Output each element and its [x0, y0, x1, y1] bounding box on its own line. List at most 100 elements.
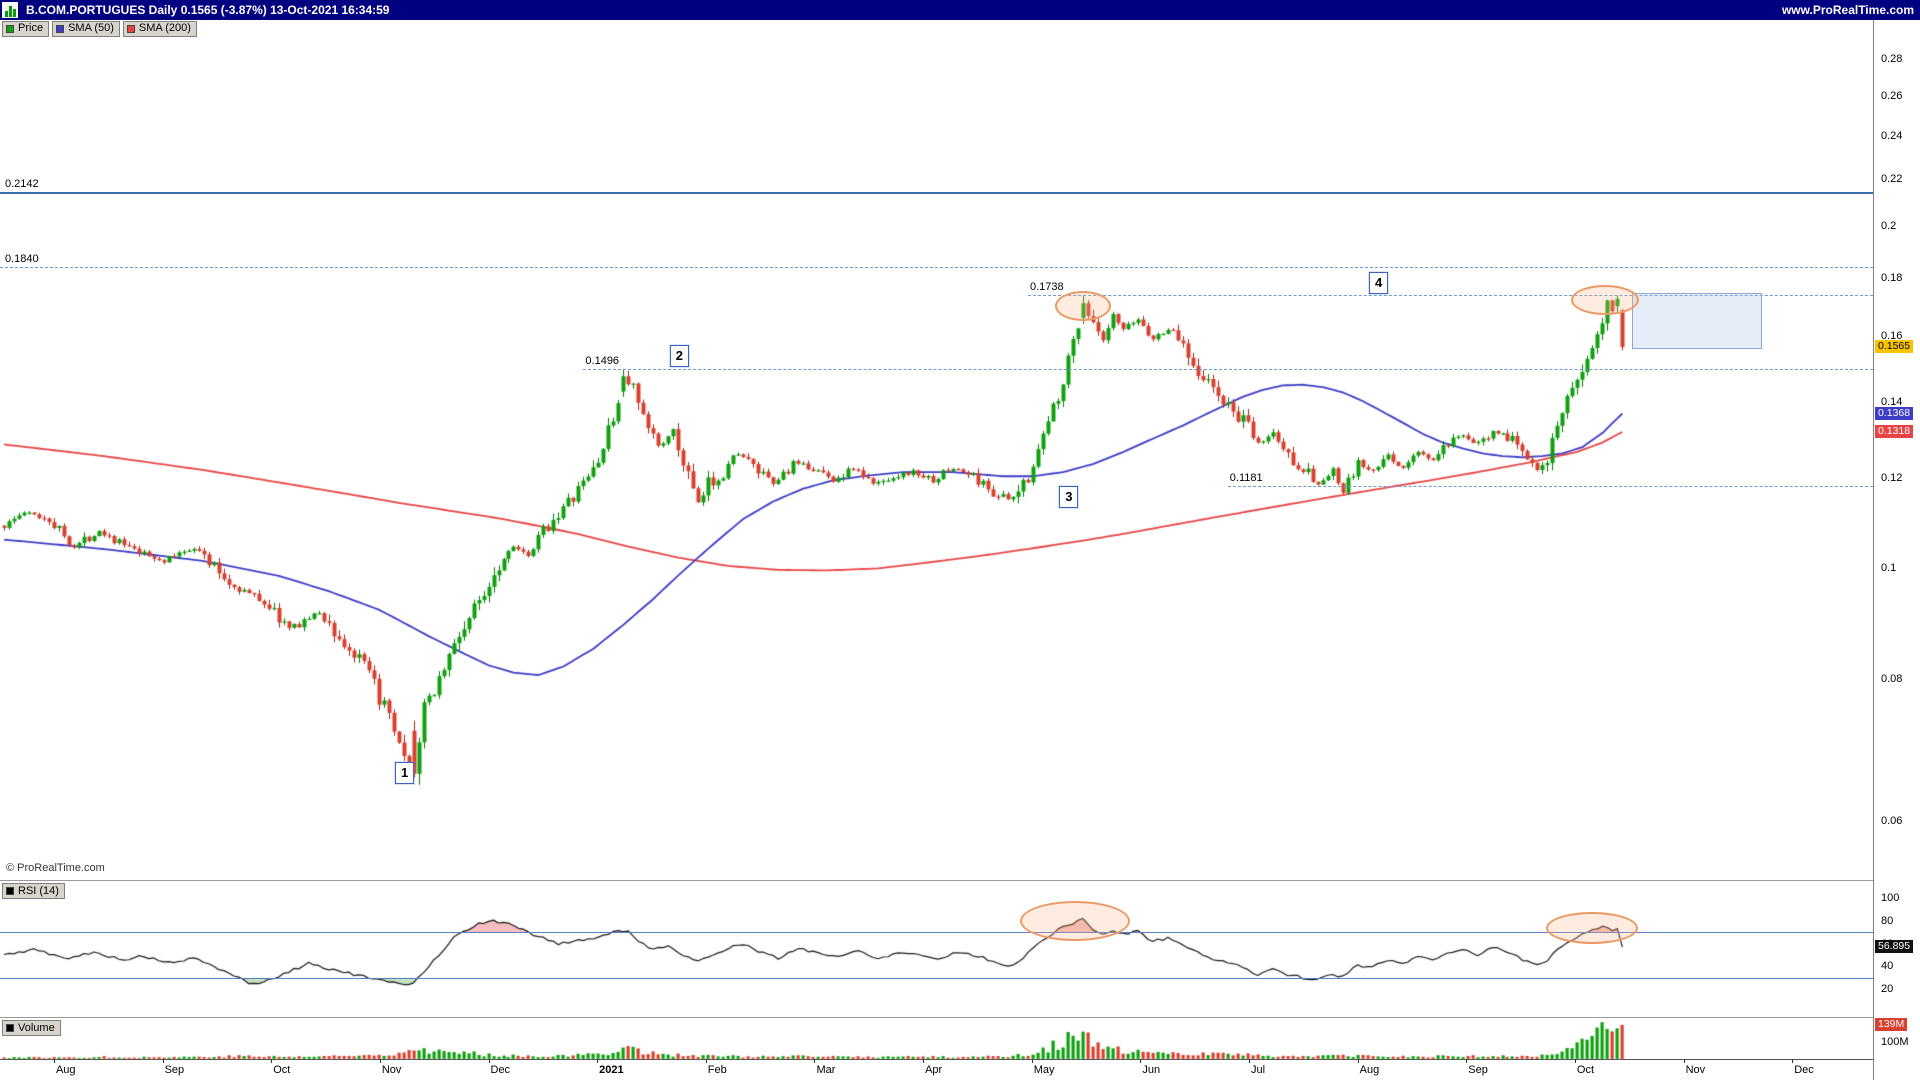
projection-zone[interactable] [1632, 293, 1763, 349]
price-axis-tick: 0.14 [1881, 396, 1903, 409]
price-axis-tick: 0.06 [1881, 814, 1903, 827]
price-level-label: 0.1840 [5, 253, 39, 265]
x-axis-tick [379, 1059, 381, 1063]
price-axis-tick: 0.2 [1881, 219, 1897, 232]
price-axis-tick: 0.08 [1881, 672, 1903, 685]
x-axis-month-label: Oct [1576, 1064, 1595, 1076]
x-axis-month-label: May [1033, 1064, 1055, 1076]
app-icon [2, 2, 18, 18]
price-axis-tick: 0.24 [1881, 129, 1903, 142]
volume-value-marker: 139M [1875, 1017, 1908, 1031]
price-axis-tick: 0.28 [1881, 53, 1903, 66]
last-price-marker: 0.1565 [1875, 340, 1914, 354]
sma200-value-marker: 0.1318 [1875, 424, 1914, 438]
x-axis-month-label: 2021 [599, 1064, 624, 1076]
x-axis-month-label: Apr [925, 1064, 943, 1076]
rsi-legend-label: RSI (14) [18, 884, 59, 897]
x-axis-tick [1683, 1059, 1685, 1063]
wave-count-label-2[interactable]: 2 [669, 344, 689, 367]
sma50-value-marker: 0.1368 [1875, 406, 1914, 420]
price-axis-tick: 0.18 [1881, 271, 1903, 284]
rsi-value-marker: 56.895 [1875, 940, 1914, 954]
x-axis-tick [1357, 1059, 1359, 1063]
title-bar: B.COM.PORTUGUES Daily 0.1565 (-3.87%) 13… [0, 0, 1920, 20]
price-level-label: 0.1496 [585, 355, 620, 368]
x-axis-month-label: Aug [55, 1064, 76, 1076]
x-axis-month-label: Jul [1251, 1064, 1266, 1076]
x-axis-month-label: Oct [273, 1064, 291, 1076]
x-axis-line [0, 1059, 1920, 1060]
x-axis-month-label: Jun [1142, 1064, 1161, 1076]
price-axis-tick: 0.12 [1881, 472, 1903, 485]
x-axis-tick [597, 1059, 599, 1063]
legend-chip-rsi[interactable]: RSI (14) [2, 883, 65, 899]
price-level-line-0.1738[interactable] [1027, 295, 1873, 297]
price-axis-tick: 0.16 [1881, 330, 1903, 343]
rsi-axis-tick: 100 [1881, 892, 1900, 904]
legend-chip-price[interactable]: Price [2, 20, 50, 37]
x-axis-tick [1466, 1059, 1468, 1063]
rsi-axis-tick: 20 [1881, 983, 1894, 996]
x-axis-tick [1249, 1059, 1250, 1063]
rsi-level-70-line [0, 932, 1873, 934]
price-axis-tick: 0.26 [1881, 90, 1903, 103]
highlight-ellipse[interactable] [1570, 285, 1639, 316]
x-axis-tick [53, 1059, 55, 1063]
sma50-legend-label: SMA (50) [68, 22, 114, 34]
price-level-line-0.2142[interactable] [0, 191, 1873, 194]
volume-swatch-icon [6, 1024, 14, 1032]
x-axis-month-label: Dec [490, 1064, 511, 1076]
highlight-ellipse[interactable] [1054, 291, 1111, 322]
instrument-title: B.COM.PORTUGUES Daily 0.1565 (-3.87%) 13… [26, 3, 390, 17]
wave-count-label-1[interactable]: 1 [395, 761, 415, 784]
copyright-text: © ProRealTime.com [6, 862, 105, 874]
x-axis-month-label: Sep [164, 1064, 185, 1076]
x-axis-month-label: Nov [1685, 1064, 1706, 1076]
x-axis-month-label: Feb [707, 1064, 727, 1076]
x-axis-month-label: Mar [816, 1064, 836, 1076]
sma200-swatch-icon [126, 24, 135, 33]
price-axis-column[interactable]: 0.28 0.26 0.24 0.22 0.2 0.18 0.16 0.14 0.12 0.1 0.… [1873, 20, 1920, 1080]
legend-chip-sma200[interactable]: SMA (200) [122, 20, 197, 37]
price-level-line-0.1181[interactable] [1227, 486, 1873, 488]
x-axis-tick [162, 1059, 164, 1063]
price-level-label: 0.1738 [1029, 281, 1064, 294]
volume-axis-tick: 100M [1881, 1036, 1909, 1048]
x-axis-tick [1031, 1059, 1033, 1063]
x-axis-tick [271, 1059, 273, 1063]
x-axis-tick [1140, 1059, 1142, 1063]
legend-chip-sma50[interactable]: SMA (50) [52, 20, 120, 37]
x-axis-tick [1792, 1059, 1794, 1063]
price-level-label: 0.2142 [5, 177, 39, 190]
price-level-line-0.1840[interactable] [0, 267, 1873, 268]
x-axis-tick [923, 1059, 925, 1063]
x-axis-month-label: Dec [1794, 1064, 1814, 1076]
highlight-ellipse[interactable] [1546, 911, 1639, 944]
x-axis-tick [488, 1059, 490, 1063]
x-axis-tick [1574, 1059, 1576, 1063]
rsi-level-30-line [0, 977, 1873, 979]
rsi-axis-tick: 80 [1881, 914, 1894, 927]
website-link[interactable]: www.ProRealTime.com [1781, 3, 1914, 17]
price-axis-tick: 0.1 [1881, 562, 1897, 575]
wave-count-label-3[interactable]: 3 [1059, 485, 1079, 508]
rsi-volume-separator [0, 1017, 1873, 1018]
wave-count-label-4[interactable]: 4 [1369, 271, 1389, 294]
price-level-line-0.1496[interactable] [583, 369, 1873, 371]
rsi-axis-tick: 40 [1881, 960, 1894, 973]
sma50-swatch-icon [56, 24, 65, 33]
sma200-legend-label: SMA (200) [138, 22, 191, 34]
legend-chip-volume[interactable]: Volume [2, 1020, 61, 1036]
price-legend-label: Price [18, 22, 44, 34]
x-axis-month-label: Aug [1359, 1064, 1380, 1076]
x-axis-tick [705, 1059, 707, 1063]
price-swatch-icon [6, 24, 14, 33]
highlight-ellipse[interactable] [1020, 900, 1131, 941]
x-axis-month-label: Nov [381, 1064, 402, 1076]
volume-legend-label: Volume [18, 1021, 55, 1034]
x-axis-month-label: Sep [1468, 1064, 1488, 1076]
main-rsi-separator [0, 880, 1873, 881]
price-legend-bar: Price SMA (50) SMA (200) [0, 20, 1873, 37]
price-axis-tick: 0.22 [1881, 172, 1903, 185]
